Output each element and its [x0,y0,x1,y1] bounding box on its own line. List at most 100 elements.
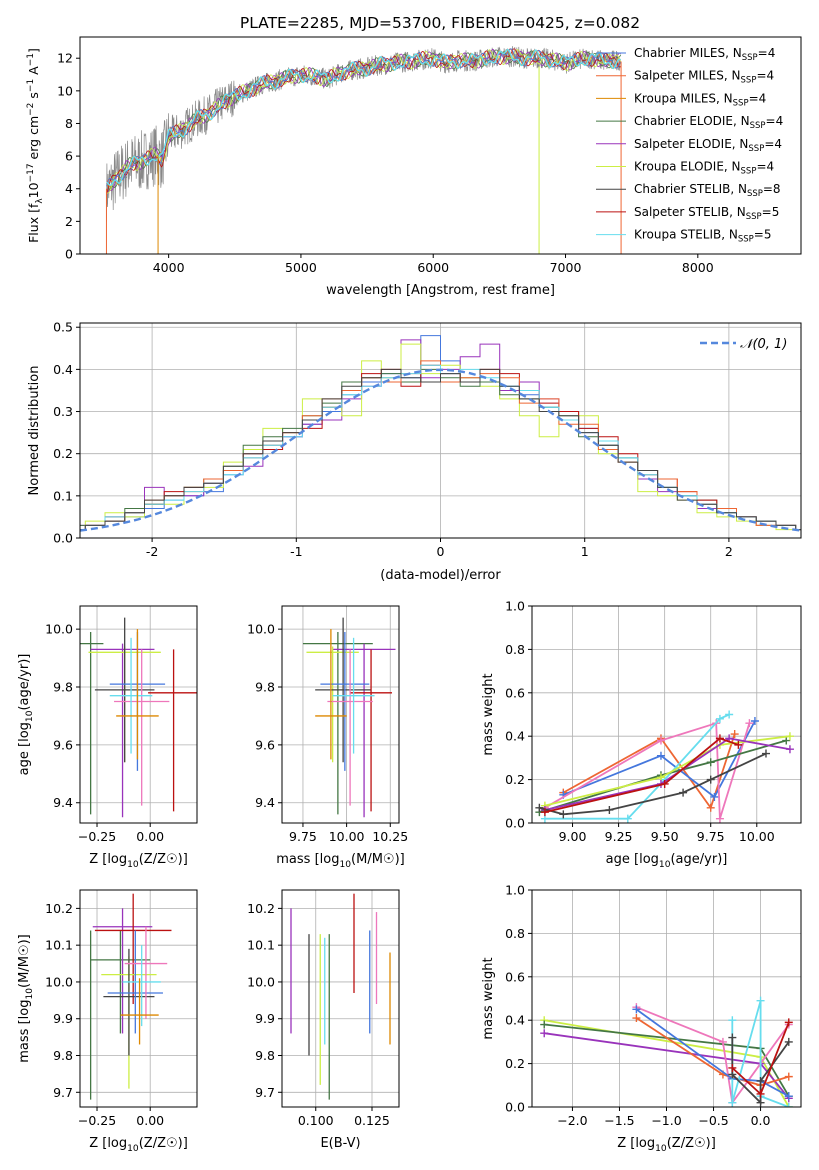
y-tick-label: 9.6 [53,737,73,752]
weight-marker [750,717,759,726]
plot-area [80,617,197,818]
x-tick-label: 0.125 [354,1113,390,1128]
weight-marker [734,740,743,749]
x-axis-label: Z [log10(Z/Z☉)] [89,852,188,870]
y-tick-label: 10.0 [45,974,73,989]
weight-line-chabrier_elodie [539,739,787,813]
y-tick-label: 0.0 [505,1100,525,1115]
y-tick-label: 10.1 [45,938,73,953]
observed-spectrum [106,46,622,222]
legend-label: Kroupa ELODIE, NSSP=4 [634,160,774,177]
x-tick-label: −0.5 [698,1113,728,1128]
weight-marker [706,803,715,812]
plot-area [302,617,396,818]
x-axis-label: wavelength [Angstrom, rest frame] [326,283,555,298]
plot-area [535,710,794,823]
x-tick-label: 10.00 [739,829,775,844]
x-tick-label: 0.100 [298,1113,334,1128]
x-tick-label: 9.75 [289,829,317,844]
y-tick-label: 0.4 [53,362,73,377]
y-tick-label: 0.0 [505,816,525,831]
y-tick-label: 9.9 [255,1011,275,1026]
weight-marker [761,749,770,758]
y-tick-label: 9.9 [53,1011,73,1026]
x-tick-label: 4000 [153,260,185,275]
y-axis-label: mass weight [481,673,496,755]
weight-line-salpeter_stelib [544,737,739,813]
x-tick-label: 9.00 [559,829,587,844]
x-tick-label: 0 [437,544,445,559]
model-spectrum-salpeter_stelib [106,48,622,194]
chart-spectrum: 4000 5000 6000 7000 8000 0 2 4 6 8 10 12 wavelength … [26,36,802,298]
weight-marker [660,779,669,788]
weight-marker [784,1103,793,1107]
y-tick-label: 4 [65,181,73,196]
weight-marker [715,714,724,723]
x-tick-label: −1.0 [651,1113,681,1128]
x-axis-label: E(B-V) [320,1136,360,1151]
weight-marker [605,805,614,814]
weight-marker [559,810,568,819]
x-axis-label: Z [log10(Z/Z☉)] [89,1136,188,1154]
plot-area [89,893,172,1100]
y-tick-label: 10.1 [247,938,275,953]
legend-label: Chabrier STELIB, NSSP=8 [634,182,781,199]
weight-marker [756,1098,765,1107]
weight-marker [656,736,665,745]
axes-frame [281,889,400,1108]
x-tick-label: 9.75 [697,829,725,844]
y-tick-label: 10.0 [247,974,275,989]
y-tick-label: 0.2 [505,772,525,787]
y-tick-label: 9.8 [255,1048,275,1063]
x-tick-label: −1.5 [604,1113,634,1128]
weight-marker [745,719,754,728]
axes-frame [281,605,400,824]
weight-marker [730,730,739,739]
y-tick-label: 9.4 [53,795,73,810]
weight-marker [784,1018,793,1027]
y-tick-label: 10 [57,83,73,98]
axes-frame [79,605,198,824]
normal-curve [80,368,801,532]
y-tick-label: 9.7 [255,1085,275,1100]
y-tick-label: 0.5 [53,320,73,335]
y-tick-label: 9.4 [255,795,275,810]
x-tick-label: 2 [725,544,733,559]
weight-marker [632,1005,641,1014]
legend-label: Chabrier MILES, NSSP=4 [634,46,775,63]
x-tick-label: 1 [581,544,589,559]
y-tick-label: 0.8 [505,926,525,941]
y-tick-label: 0.6 [505,969,525,984]
y-tick-label: 10.0 [45,622,73,637]
y-tick-label: 12 [57,51,73,66]
y-tick-label: 9.8 [53,1048,73,1063]
y-tick-label: 0.3 [53,404,73,419]
weight-line-chabrier_miles [562,720,756,799]
legend-label: Salpeter STELIB, NSSP=5 [634,205,779,222]
y-axis-label: Flux [fλ10−17 erg cm−2 s−1 A−1] [26,48,45,243]
x-tick-label: −0.25 [78,1113,116,1128]
weight-marker [540,808,549,817]
weight-marker [715,814,724,823]
weight-marker [632,1014,641,1023]
weight-marker [706,758,715,767]
weight-marker [656,751,665,760]
weight-marker [540,1029,549,1038]
y-tick-label: 6 [65,149,73,164]
weight-marker [706,775,715,784]
axes-frame [531,605,802,824]
x-tick-label: -2 [146,544,158,559]
weight-marker [718,1037,727,1046]
weight-marker [728,1033,737,1042]
y-tick-label: 10.0 [247,622,275,637]
y-tick-label: 9.8 [53,680,73,695]
x-tick-label: −0.25 [78,829,116,844]
weight-marker [784,1072,793,1081]
legend-label: Salpeter MILES, NSSP=4 [634,69,774,86]
figure-title: PLATE=2285, MJD=53700, FIBERID=0425, z=0… [240,14,640,32]
y-axis-label: age [log10(age/yr)] [17,654,35,776]
x-tick-label: -1 [290,544,302,559]
weight-marker [715,734,724,743]
axes-frame [79,36,802,255]
weight-marker [784,1037,793,1046]
